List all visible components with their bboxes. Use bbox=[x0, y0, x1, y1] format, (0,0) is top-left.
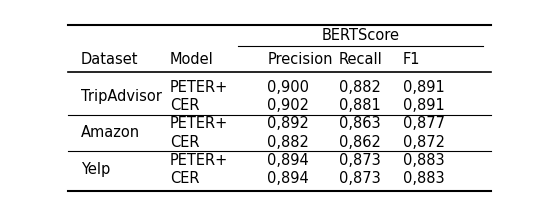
Text: 0,862: 0,862 bbox=[339, 135, 381, 150]
Text: 0,883: 0,883 bbox=[402, 153, 444, 168]
Text: F1: F1 bbox=[402, 52, 420, 67]
Text: 0,881: 0,881 bbox=[339, 98, 381, 113]
Text: Amazon: Amazon bbox=[81, 125, 140, 140]
Text: 0,900: 0,900 bbox=[267, 80, 309, 95]
Text: 0,872: 0,872 bbox=[402, 135, 444, 150]
Text: 0,873: 0,873 bbox=[339, 153, 381, 168]
Text: 0,891: 0,891 bbox=[402, 80, 444, 95]
Text: 0,882: 0,882 bbox=[267, 135, 309, 150]
Text: CER: CER bbox=[170, 135, 199, 150]
Text: Yelp: Yelp bbox=[81, 162, 110, 177]
Text: 0,882: 0,882 bbox=[339, 80, 381, 95]
Text: 0,894: 0,894 bbox=[267, 171, 309, 186]
Text: 0,894: 0,894 bbox=[267, 153, 309, 168]
Text: Precision: Precision bbox=[267, 52, 333, 67]
Text: PETER+: PETER+ bbox=[170, 80, 228, 95]
Text: 0,873: 0,873 bbox=[339, 171, 381, 186]
Text: Recall: Recall bbox=[339, 52, 383, 67]
Text: 0,891: 0,891 bbox=[402, 98, 444, 113]
Text: TripAdvisor: TripAdvisor bbox=[81, 89, 162, 104]
Text: CER: CER bbox=[170, 171, 199, 186]
Text: 0,877: 0,877 bbox=[402, 116, 444, 131]
Text: 0,902: 0,902 bbox=[267, 98, 309, 113]
Text: 0,863: 0,863 bbox=[339, 116, 381, 131]
Text: Model: Model bbox=[170, 52, 213, 67]
Text: Dataset: Dataset bbox=[81, 52, 139, 67]
Text: PETER+: PETER+ bbox=[170, 116, 228, 131]
Text: CER: CER bbox=[170, 98, 199, 113]
Text: 0,892: 0,892 bbox=[267, 116, 309, 131]
Text: BERTScore: BERTScore bbox=[321, 28, 399, 43]
Text: 0,883: 0,883 bbox=[402, 171, 444, 186]
Text: PETER+: PETER+ bbox=[170, 153, 228, 168]
